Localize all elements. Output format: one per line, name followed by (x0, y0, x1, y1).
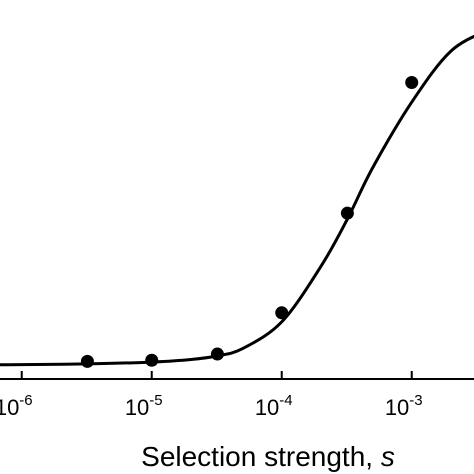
data-point (145, 353, 159, 367)
fit-curve-line (0, 34, 474, 367)
x-axis-label: Selection strength, s (141, 441, 395, 472)
data-point (275, 306, 289, 320)
x-axis-ticks: 10-6 10-5 10-4 10-3 (0, 371, 423, 420)
data-point (210, 347, 224, 361)
x-tick-label: 10-6 (0, 392, 33, 420)
x-tick-label: 10-3 (385, 392, 423, 420)
data-point (80, 354, 94, 368)
data-point (405, 75, 419, 89)
plot-area: 10-6 10-5 10-4 10-3 (0, 34, 474, 420)
x-tick-label: 10-5 (125, 392, 163, 420)
x-tick-label: 10-4 (255, 392, 293, 420)
data-points (80, 75, 419, 368)
data-point (340, 206, 354, 220)
